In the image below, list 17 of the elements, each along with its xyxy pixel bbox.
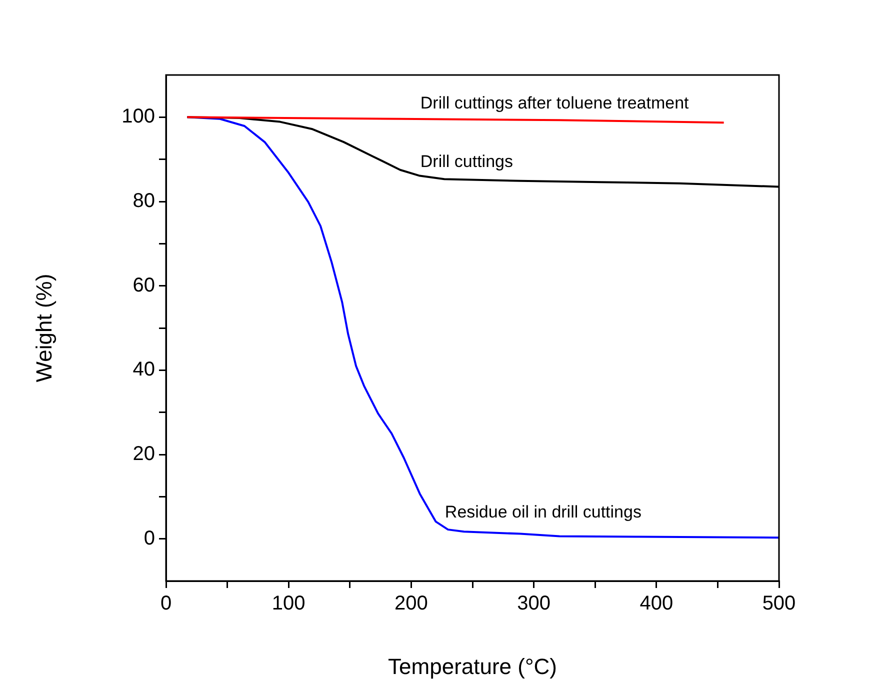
y-tick-label: 100 [122, 106, 155, 128]
y-axis-title: Weight (%) [31, 274, 56, 382]
x-tick-label: 500 [762, 592, 796, 615]
series-label: Drill cuttings [420, 152, 513, 172]
y-tick-label: 40 [132, 358, 155, 381]
series-label: Drill cuttings after toluene treatment [420, 94, 690, 113]
x-tick-label: 100 [272, 592, 306, 615]
x-tick-label: 200 [394, 592, 428, 615]
series-label: Residue oil in drill cuttings [444, 502, 642, 522]
y-tick-label: 80 [132, 190, 155, 212]
y-tick-label: 20 [132, 443, 155, 466]
y-tick-label: 60 [132, 274, 155, 296]
x-tick-label: 300 [517, 592, 550, 615]
x-tick-label: 400 [640, 592, 674, 615]
x-tick-label: 0 [160, 592, 172, 615]
x-axis-title: Temperature (°C) [388, 654, 557, 679]
y-tick-label: 0 [144, 527, 155, 550]
